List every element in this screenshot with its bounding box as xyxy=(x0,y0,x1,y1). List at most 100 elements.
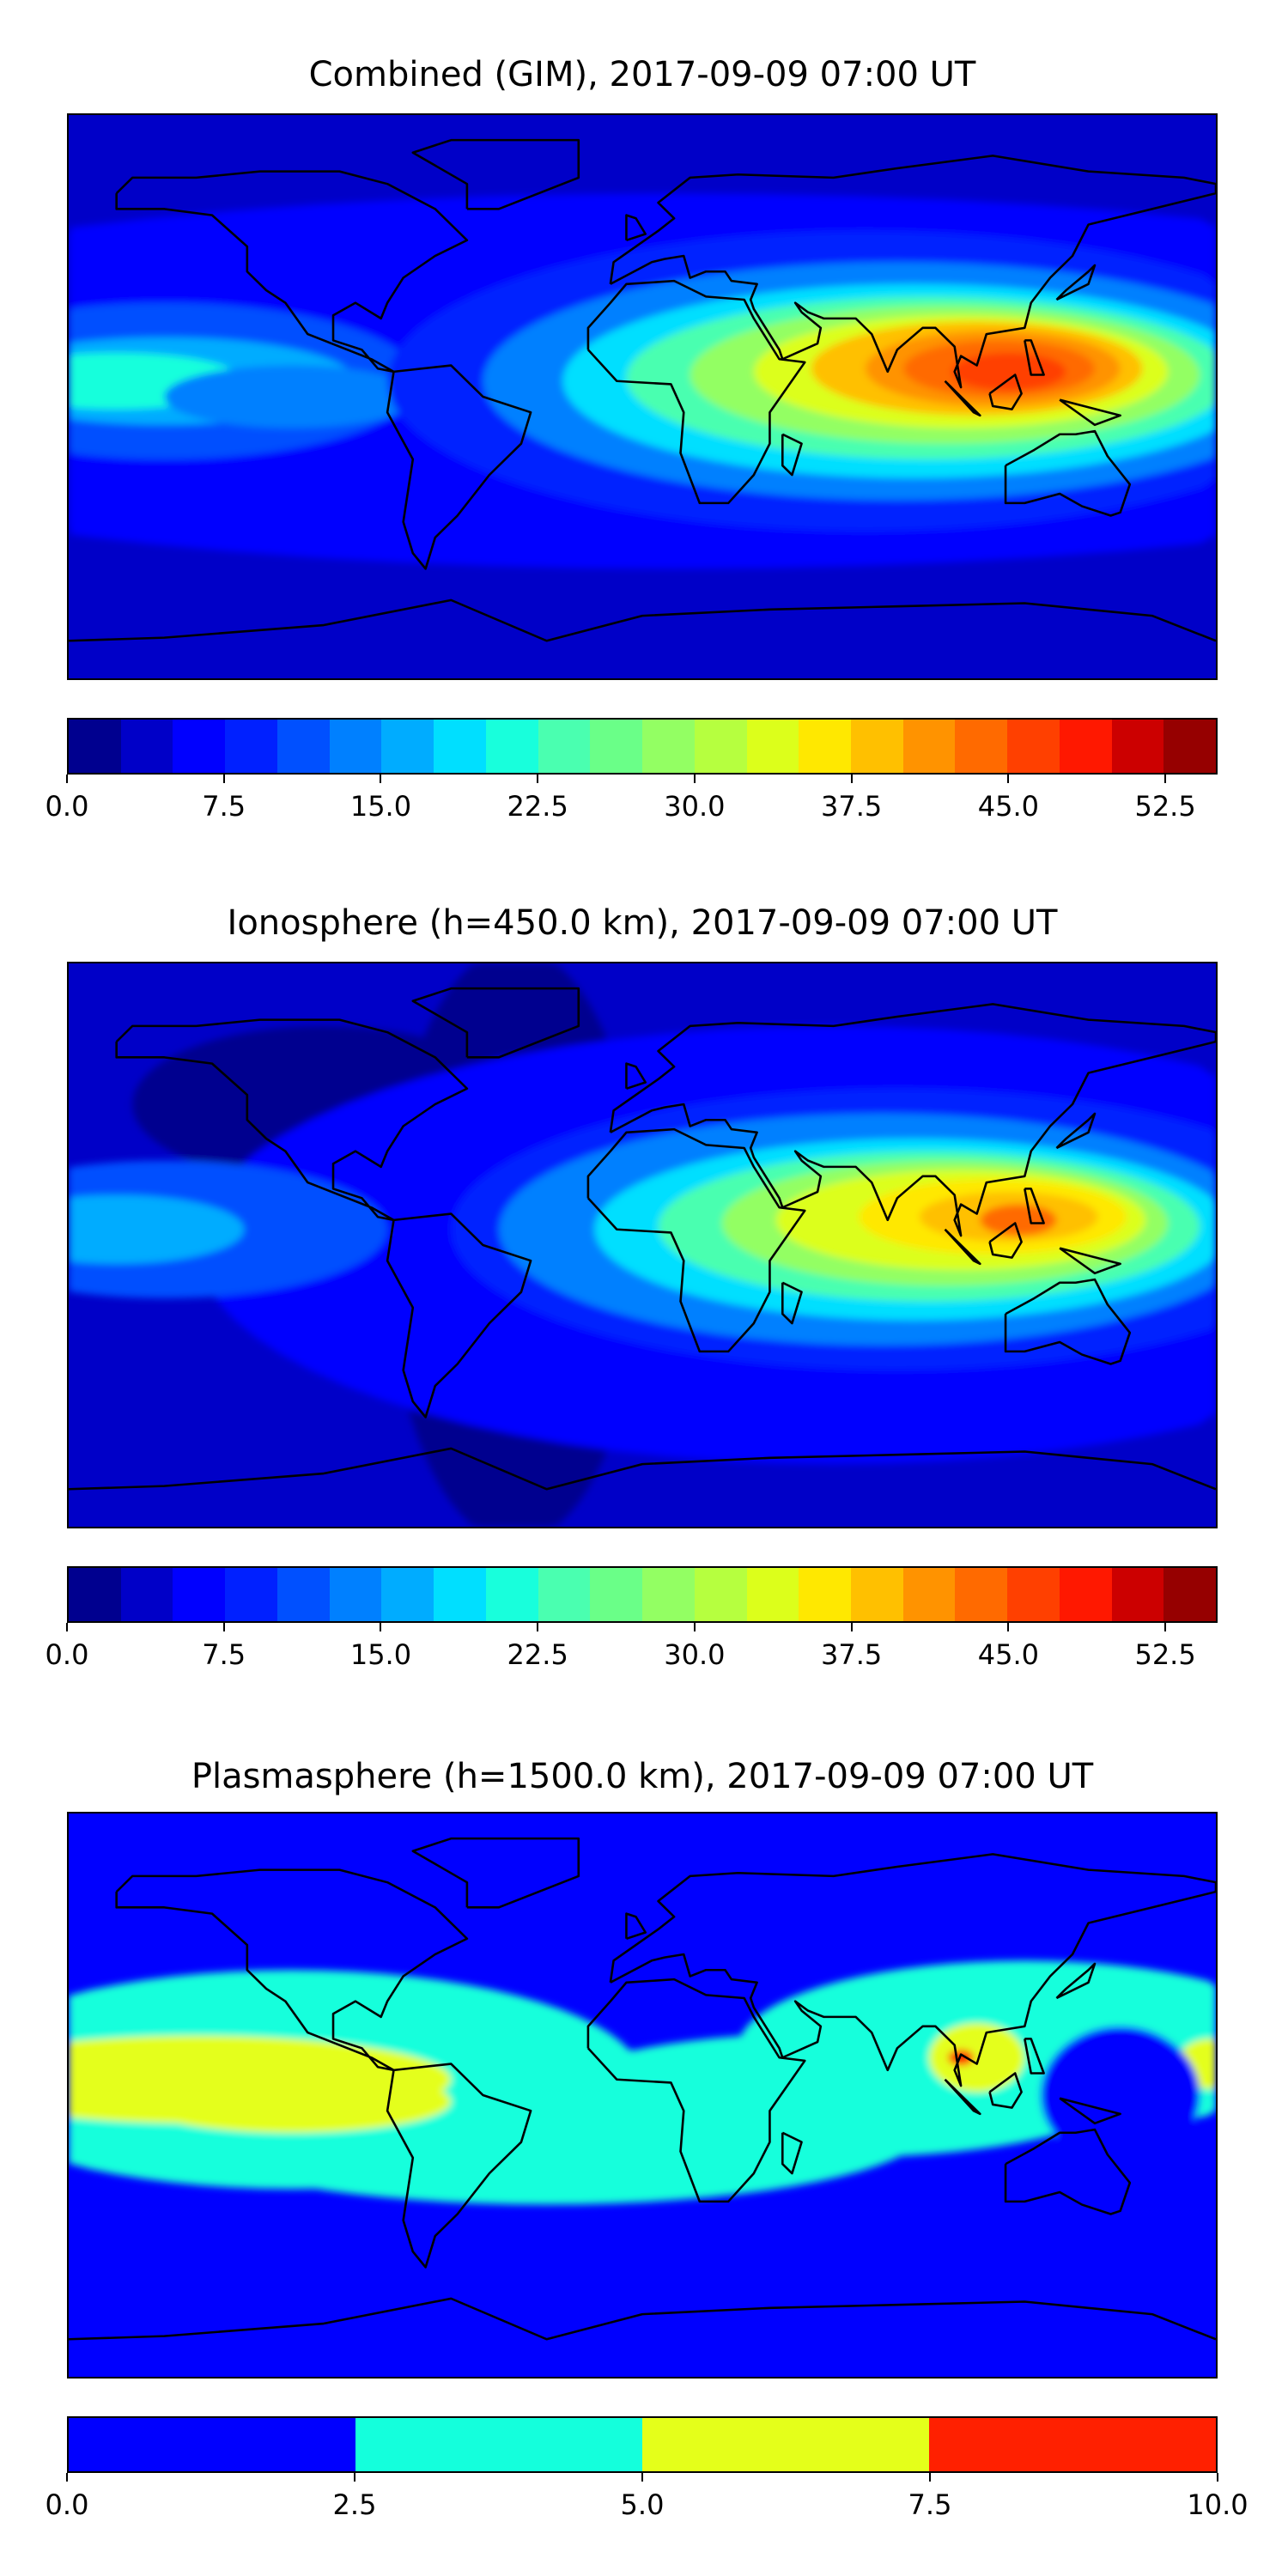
coastline xyxy=(988,2072,1023,2109)
coastline xyxy=(609,155,1216,389)
colorbar-tick xyxy=(1164,1623,1167,1631)
colorbar-tick-label: 7.5 xyxy=(202,790,246,823)
colorbar-band xyxy=(1111,1568,1164,1621)
colorbar-band xyxy=(225,720,277,773)
combined-colorbar-ticks: 0.0 7.5 15.0 22.5 30.0 37.5 45.0 52.5 xyxy=(46,775,1218,826)
colorbar-tick-label: 52.5 xyxy=(1134,1638,1196,1671)
colorbar-tick xyxy=(380,775,382,783)
colorbar-band xyxy=(799,1568,852,1621)
coastline xyxy=(586,1127,806,1353)
colorbar-band xyxy=(485,1568,538,1621)
colorbar-tick-label: 45.0 xyxy=(977,790,1039,823)
coastline xyxy=(115,1868,469,2072)
colorbar-band xyxy=(1007,720,1060,773)
coastline xyxy=(1055,1962,1097,2000)
coastline xyxy=(625,1062,647,1090)
colorbar-band xyxy=(173,1568,226,1621)
field-contours xyxy=(69,963,1216,1527)
colorbar-band xyxy=(929,2418,1216,2471)
colorbar-band xyxy=(538,1568,591,1621)
colorbar-tick xyxy=(537,775,539,783)
contour-region xyxy=(132,2069,452,2133)
contour-region xyxy=(929,2023,1025,2093)
colorbar-band xyxy=(120,720,173,773)
colorbar-band xyxy=(173,720,226,773)
coastline xyxy=(1055,264,1097,301)
coastline xyxy=(781,1281,803,1325)
colorbar-tick xyxy=(354,2473,355,2482)
colorbar-band xyxy=(355,2418,642,2471)
combined-colorbar xyxy=(67,718,1218,775)
ionosphere-title: Ionosphere (h=450.0 km), 2017-09-09 07:0… xyxy=(227,903,1058,943)
colorbar-tick xyxy=(1164,775,1167,783)
colorbar-band xyxy=(642,2418,929,2471)
colorbar-band xyxy=(434,1568,486,1621)
colorbar-tick-label: 37.5 xyxy=(821,1638,883,1671)
colorbar-band xyxy=(1059,1568,1112,1621)
colorbar-tick xyxy=(66,775,68,783)
colorbar-band xyxy=(381,1568,434,1621)
colorbar-tick xyxy=(1007,1623,1010,1631)
colorbar-tick xyxy=(66,1623,68,1631)
colorbar-band xyxy=(642,1568,695,1621)
colorbar-tick-label: 15.0 xyxy=(349,1638,412,1671)
colorbar-band xyxy=(799,720,852,773)
colorbar-band xyxy=(381,720,434,773)
colorbar-band xyxy=(276,720,330,773)
contour-region xyxy=(1040,2026,1200,2165)
colorbar-band xyxy=(851,720,903,773)
coastline xyxy=(586,279,806,505)
colorbar-band xyxy=(329,720,382,773)
colorbar-band xyxy=(694,720,747,773)
colorbar-band xyxy=(1111,720,1164,773)
field-contours xyxy=(69,193,1216,569)
coastline xyxy=(625,214,647,241)
colorbar-tick xyxy=(850,1623,853,1631)
ionosphere-colorbar xyxy=(67,1566,1218,1623)
plasmasphere-colorbar-ticks: 0.0 2.5 5.0 7.5 10.0 xyxy=(46,2473,1249,2524)
coastline xyxy=(781,433,803,477)
coastline xyxy=(1055,1112,1097,1150)
coastline xyxy=(115,170,469,374)
colorbar-band xyxy=(746,720,799,773)
coastline xyxy=(1059,1247,1121,1275)
colorbar-tick xyxy=(1217,2473,1218,2482)
colorbar-band xyxy=(746,1568,799,1621)
coastline xyxy=(411,138,580,210)
colorbar-tick-label: 15.0 xyxy=(349,790,412,823)
plasmasphere-map xyxy=(67,1812,1218,2379)
colorbar-tick-label: 52.5 xyxy=(1134,790,1196,823)
colorbar-band xyxy=(642,720,695,773)
colorbar-tick-label: 0.0 xyxy=(45,2488,89,2521)
colorbar-band xyxy=(1163,1568,1217,1621)
colorbar-band xyxy=(434,720,486,773)
coastline xyxy=(988,374,1023,410)
coastline xyxy=(944,1228,981,1266)
colorbar-tick-label: 30.0 xyxy=(664,1638,726,1671)
colorbar-tick-label: 10.0 xyxy=(1187,2488,1249,2521)
contour-region xyxy=(948,2050,974,2066)
coastline xyxy=(69,2297,1216,2341)
coastline xyxy=(1024,2038,1045,2075)
ionosphere-colorbar-ticks: 0.0 7.5 15.0 22.5 30.0 37.5 45.0 52.5 xyxy=(46,1623,1218,1674)
colorbar-tick xyxy=(693,1623,696,1631)
colorbar-band xyxy=(329,1568,382,1621)
colorbar-tick-label: 30.0 xyxy=(664,790,726,823)
contour-region xyxy=(69,1194,245,1264)
colorbar-tick xyxy=(66,2473,68,2482)
colorbar-band xyxy=(1163,720,1217,773)
colorbar-band xyxy=(955,720,1008,773)
colorbar-tick-label: 7.5 xyxy=(908,2488,952,2521)
coastline xyxy=(609,1853,1216,2087)
colorbar-band xyxy=(851,1568,903,1621)
contour-region xyxy=(951,352,1066,391)
coastline xyxy=(386,1212,532,1419)
coastline xyxy=(69,598,1216,642)
combined-title: Combined (GIM), 2017-09-09 07:00 UT xyxy=(308,55,976,94)
colorbar-band xyxy=(69,1568,121,1621)
coastline xyxy=(69,1447,1216,1491)
colorbar-band xyxy=(276,1568,330,1621)
coastline xyxy=(411,1837,580,1909)
colorbar-tick-label: 0.0 xyxy=(45,1638,89,1671)
colorbar-band xyxy=(590,1568,643,1621)
